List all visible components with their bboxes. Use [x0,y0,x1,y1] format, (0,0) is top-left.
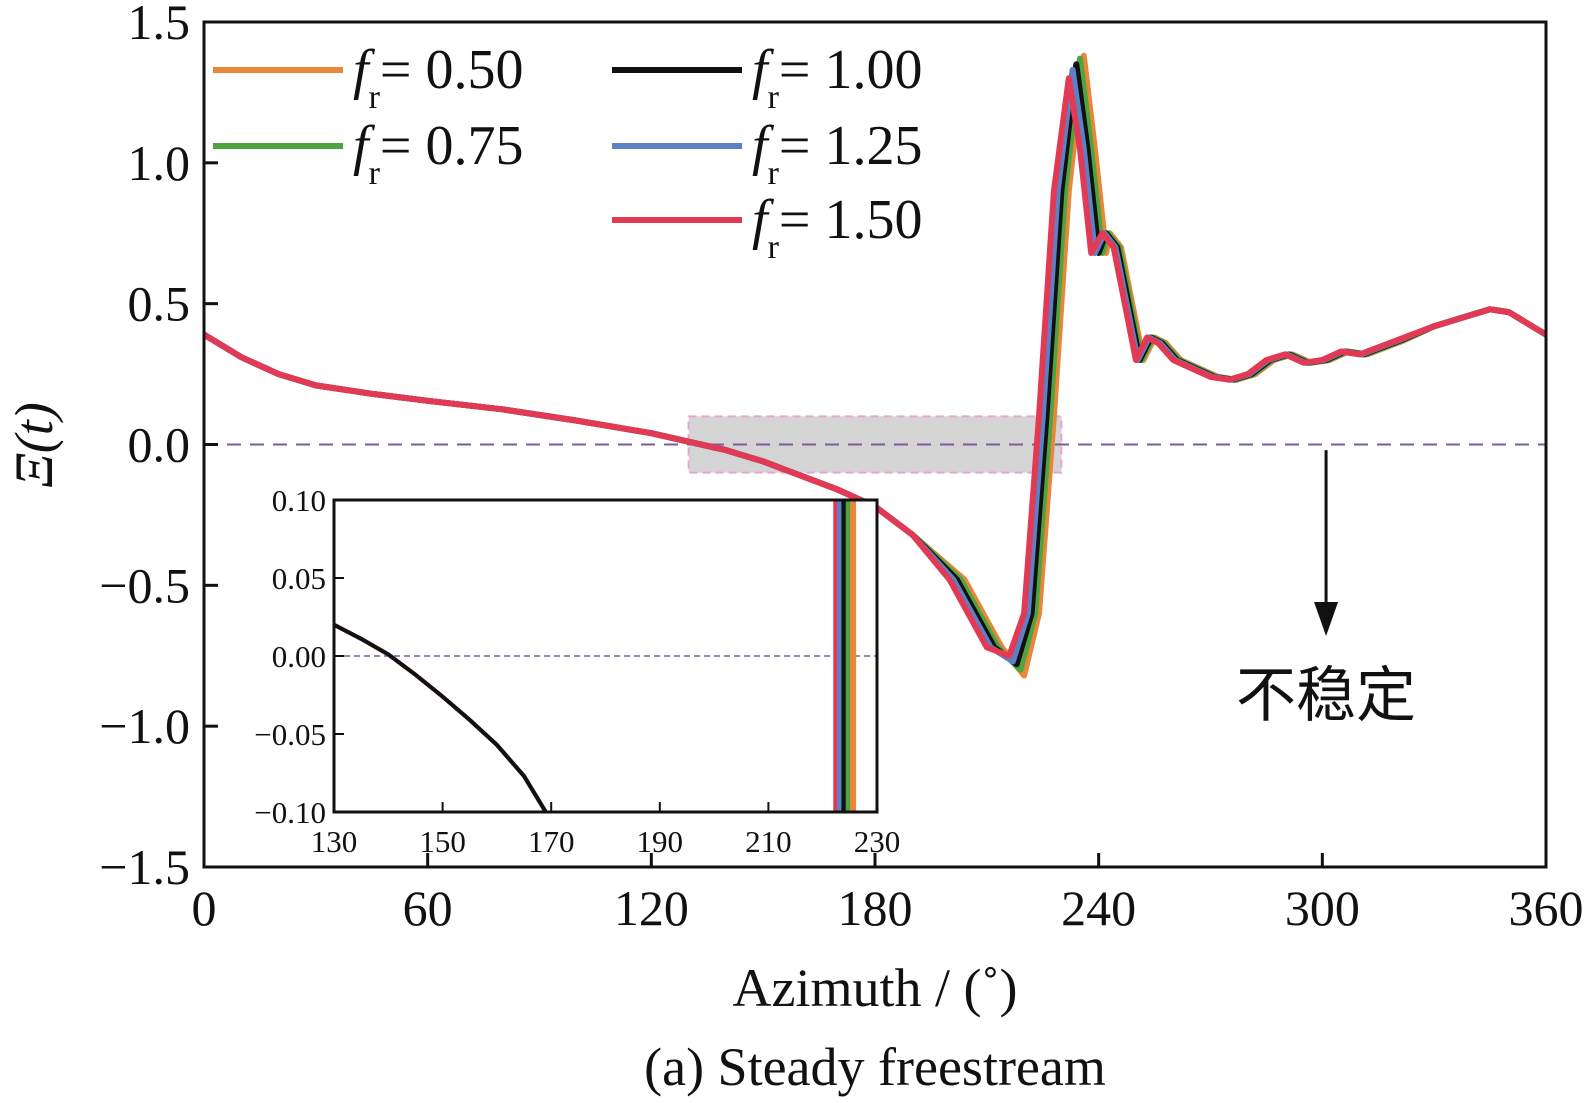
inset-series-group [334,500,857,812]
series-line-4 [204,75,1546,659]
y-tick-label: −1.5 [99,839,190,895]
inset-x-tick-label: 130 [311,824,358,859]
inset-x-tick-label: 190 [637,824,684,859]
y-tick-label: 1.0 [128,135,191,191]
x-axis-label: Azimuth / (˚) [733,958,1018,1018]
inset-y-tick-label: −0.10 [254,795,326,830]
x-tick-label: 300 [1285,880,1360,936]
x-tick-label: 120 [614,880,689,936]
annotation-arrow-head [1314,602,1339,637]
annotation-label: 不稳定 [1236,661,1416,731]
legend-label: fr= 1.00 [752,39,922,116]
x-tick-label: 240 [1061,880,1136,936]
y-tick-label: 1.5 [128,0,191,50]
x-tick-label: 180 [838,880,913,936]
x-tick-label: 60 [403,880,453,936]
legend-label: fr= 1.50 [752,189,922,266]
x-axis-ticks: 0 60 120 180 240 300 360 [192,853,1584,936]
legend-label: fr= 0.50 [353,39,523,116]
inset-y-tick-label: 0.00 [272,639,326,674]
inset-x-tick-label: 150 [419,824,466,859]
inset-x-ticks: 130 150 170 190 210 230 [311,802,901,859]
y-tick-label: −1.0 [99,698,190,754]
y-axis-ticks: 1.5 1.0 0.5 0.0 −0.5 −1.0 −1.5 [99,0,218,895]
inset-x-tick-label: 210 [745,824,792,859]
inset-y-ticks: 0.10 0.05 0.00 −0.05 −0.10 [254,483,344,830]
inset-y-tick-label: 0.10 [272,483,326,518]
inset-y-tick-label: 0.05 [272,561,326,596]
legend-label: fr= 0.75 [353,115,523,192]
y-tick-label: −0.5 [99,557,190,613]
y-tick-label: 0.5 [128,276,191,332]
series-group [204,52,1546,679]
y-axis-label: Ξ(t) [4,402,64,487]
inset-left-branch-4 [334,623,548,812]
y-tick-label: 0.0 [128,417,191,473]
inset-y-tick-label: −0.05 [254,717,326,752]
inset-x-tick-label: 170 [528,824,575,859]
figure-caption: (a) Steady freestream [644,1037,1106,1097]
inset-x-tick-label: 230 [854,824,901,859]
legend-label: fr= 1.25 [752,115,922,192]
x-tick-label: 360 [1509,880,1584,936]
x-tick-label: 0 [192,880,217,936]
